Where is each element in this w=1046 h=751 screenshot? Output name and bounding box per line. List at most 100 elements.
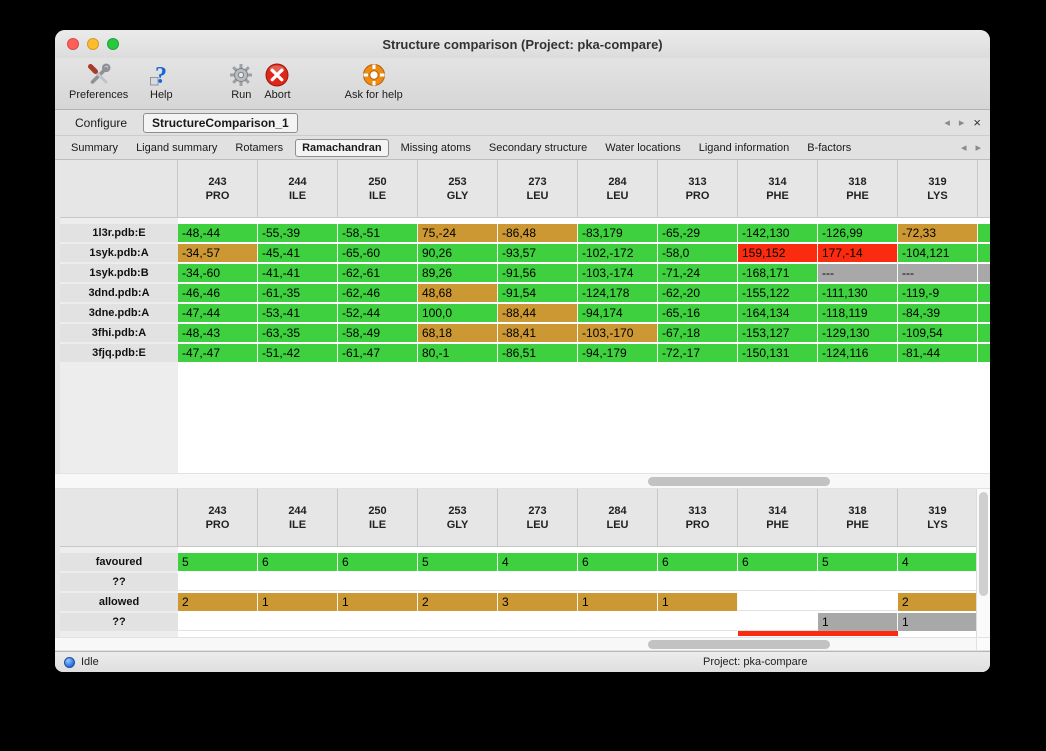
table-cell[interactable]: 4 xyxy=(898,553,978,571)
table-cell[interactable] xyxy=(658,613,738,631)
table-cell[interactable]: 6 xyxy=(258,553,338,571)
table-cell[interactable]: -94,174 xyxy=(578,304,658,322)
row-label[interactable]: ?? xyxy=(60,573,178,591)
table-cell[interactable]: -124,178 xyxy=(578,284,658,302)
ask-for-help-button[interactable]: Ask for help xyxy=(345,61,403,101)
table-cell[interactable]: 3 xyxy=(498,593,578,611)
table-cell[interactable]: 2 xyxy=(178,593,258,611)
table-cell[interactable] xyxy=(418,613,498,631)
tab-missing-atoms[interactable]: Missing atoms xyxy=(400,141,471,154)
table-cell[interactable] xyxy=(178,613,258,631)
table-cell[interactable]: 75,-24 xyxy=(418,224,498,242)
summary-vertical-scrollbar-thumb[interactable] xyxy=(979,492,988,596)
table-cell[interactable]: -72,-17 xyxy=(658,344,738,362)
table-cell[interactable] xyxy=(738,573,818,591)
table-cell[interactable]: 80,-1 xyxy=(418,344,498,362)
table-cell[interactable]: --- xyxy=(898,264,978,282)
row-label[interactable]: 1syk.pdb:A xyxy=(60,244,178,262)
row-label[interactable]: 3fjq.pdb:E xyxy=(60,344,178,362)
column-header-244[interactable]: 244 ILE xyxy=(258,489,338,546)
tab-structurecomparison-1[interactable]: StructureComparison_1 xyxy=(143,112,298,133)
table-cell[interactable]: -126,99 xyxy=(818,224,898,242)
table-cell[interactable] xyxy=(578,573,658,591)
table-cell[interactable]: 89,26 xyxy=(418,264,498,282)
table-cell[interactable]: 90,26 xyxy=(418,244,498,262)
bottom-horizontal-scrollbar[interactable] xyxy=(55,637,990,651)
table-cell[interactable]: -118,119 xyxy=(818,304,898,322)
table-cell[interactable]: -62,-20 xyxy=(658,284,738,302)
table-cell[interactable]: -41,-41 xyxy=(258,264,338,282)
tab-water-locations[interactable]: Water locations xyxy=(605,141,681,154)
row-label[interactable]: 3dnd.pdb:A xyxy=(60,284,178,302)
column-header-253[interactable]: 253 GLY xyxy=(418,160,498,217)
column-header-319[interactable]: 319 LYS xyxy=(898,160,978,217)
minimize-window-button[interactable] xyxy=(87,38,99,50)
table-cell[interactable]: -48,-43 xyxy=(178,324,258,342)
table-cell[interactable]: -119,-9 xyxy=(898,284,978,302)
run-button[interactable]: Run xyxy=(228,61,254,101)
column-header-250[interactable]: 250 ILE xyxy=(338,489,418,546)
table-cell[interactable]: 6 xyxy=(338,553,418,571)
abort-button[interactable]: Abort xyxy=(264,61,291,101)
column-header-313[interactable]: 313 PRO xyxy=(658,489,738,546)
table-cell[interactable]: --- xyxy=(818,264,898,282)
report-tabs-next-icon[interactable]: ▸ xyxy=(975,142,981,154)
table-cell[interactable]: -93,57 xyxy=(498,244,578,262)
table-cell[interactable]: -72,33 xyxy=(898,224,978,242)
table-cell[interactable]: -84,-39 xyxy=(898,304,978,322)
table-cell[interactable] xyxy=(178,573,258,591)
tab-secondary-structure[interactable]: Secondary structure xyxy=(488,141,588,154)
table-cell[interactable] xyxy=(738,613,818,631)
bottom-horizontal-scrollbar-thumb[interactable] xyxy=(648,640,830,649)
column-header-253[interactable]: 253 GLY xyxy=(418,489,498,546)
table-cell[interactable]: -86,48 xyxy=(498,224,578,242)
zoom-window-button[interactable] xyxy=(107,38,119,50)
table-cell[interactable]: -88,41 xyxy=(498,324,578,342)
tab-rotamers[interactable]: Rotamers xyxy=(235,141,284,154)
table-cell[interactable]: -71,-24 xyxy=(658,264,738,282)
column-header-318[interactable]: 318 PHE xyxy=(818,160,898,217)
table-cell[interactable] xyxy=(498,613,578,631)
table-cell[interactable]: -83,179 xyxy=(578,224,658,242)
column-header-243[interactable]: 243 PRO xyxy=(178,160,258,217)
table-cell[interactable] xyxy=(738,593,818,611)
column-header-243[interactable]: 243 PRO xyxy=(178,489,258,546)
table-cell[interactable]: -111,130 xyxy=(818,284,898,302)
table-cell[interactable]: 68,18 xyxy=(418,324,498,342)
row-label[interactable]: 3fhi.pdb:A xyxy=(60,324,178,342)
row-label[interactable]: allowed xyxy=(60,593,178,611)
table-cell[interactable]: 2 xyxy=(898,593,978,611)
table-cell[interactable]: -61,-35 xyxy=(258,284,338,302)
table-cell[interactable]: -63,-35 xyxy=(258,324,338,342)
table-cell[interactable]: 1 xyxy=(658,593,738,611)
table-cell[interactable]: 177,-14 xyxy=(818,244,898,262)
top-horizontal-scrollbar[interactable] xyxy=(55,473,990,489)
table-cell[interactable]: -124,116 xyxy=(818,344,898,362)
table-cell[interactable]: 2 xyxy=(418,593,498,611)
table-cell[interactable]: -150,131 xyxy=(738,344,818,362)
table-cell[interactable]: -51,-42 xyxy=(258,344,338,362)
table-cell[interactable] xyxy=(818,593,898,611)
table-cell[interactable]: -155,122 xyxy=(738,284,818,302)
table-cell[interactable]: -153,127 xyxy=(738,324,818,342)
table-cell[interactable]: -109,54 xyxy=(898,324,978,342)
table-cell[interactable]: -65,-16 xyxy=(658,304,738,322)
table-cell[interactable] xyxy=(258,613,338,631)
table-cell[interactable]: -62,-46 xyxy=(338,284,418,302)
table-cell[interactable]: -94,-179 xyxy=(578,344,658,362)
table-cell[interactable]: -102,-172 xyxy=(578,244,658,262)
tab-close-icon[interactable]: × xyxy=(973,115,981,130)
table-cell[interactable]: -48,-44 xyxy=(178,224,258,242)
column-header-250[interactable]: 250 ILE xyxy=(338,160,418,217)
table-cell[interactable]: -58,0 xyxy=(658,244,738,262)
column-header-284[interactable]: 284 LEU xyxy=(578,160,658,217)
table-cell[interactable]: 48,68 xyxy=(418,284,498,302)
table-cell[interactable]: -65,-60 xyxy=(338,244,418,262)
tabs-prev-icon[interactable]: ◂ xyxy=(944,117,950,129)
table-cell[interactable]: -46,-46 xyxy=(178,284,258,302)
table-cell[interactable]: 159,152 xyxy=(738,244,818,262)
table-cell[interactable]: -53,-41 xyxy=(258,304,338,322)
column-header-314[interactable]: 314 PHE xyxy=(738,160,818,217)
table-cell[interactable] xyxy=(338,573,418,591)
table-cell[interactable]: -168,171 xyxy=(738,264,818,282)
